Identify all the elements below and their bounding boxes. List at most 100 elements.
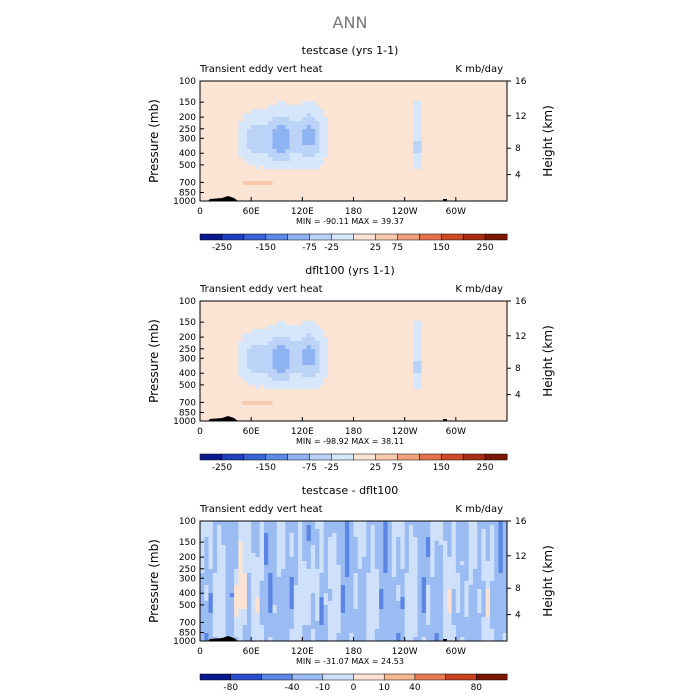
- heatmap-cell: [336, 357, 342, 362]
- heatmap-cell: [438, 317, 444, 322]
- heatmap-cell: [489, 389, 495, 394]
- heatmap-cell: [285, 309, 290, 314]
- heatmap-cell: [408, 525, 414, 530]
- heatmap-cell: [430, 337, 435, 342]
- heatmap-cell: [285, 317, 290, 322]
- heatmap-cell: [404, 85, 410, 90]
- heatmap-cell: [383, 413, 389, 418]
- heatmap-cell: [259, 401, 265, 406]
- heatmap-cell: [225, 173, 231, 178]
- heatmap-cell: [481, 129, 487, 134]
- heatmap-cell: [229, 325, 235, 330]
- heatmap-cell: [208, 521, 214, 526]
- heatmap-cell: [340, 85, 346, 90]
- heatmap-cell: [319, 129, 325, 134]
- heatmap-cell: [477, 81, 482, 86]
- heatmap-cell: [221, 381, 226, 386]
- heatmap-cell: [315, 165, 320, 170]
- heatmap-cell: [285, 121, 290, 126]
- heatmap-cell: [336, 129, 342, 134]
- heatmap-cell: [430, 301, 435, 306]
- heatmap-cell: [396, 333, 401, 338]
- heatmap-cell: [302, 373, 307, 378]
- heatmap-cell: [327, 333, 333, 338]
- heatmap-cell: [251, 81, 256, 86]
- heatmap-cell: [400, 385, 406, 390]
- heatmap-cell: [344, 345, 350, 350]
- heatmap-cell: [229, 121, 235, 126]
- heatmap-cell: [327, 405, 333, 410]
- heatmap-cell: [404, 305, 410, 310]
- heatmap-cell: [387, 133, 393, 138]
- heatmap-cell: [447, 325, 452, 330]
- heatmap-cell: [357, 377, 363, 382]
- heatmap-cell: [340, 525, 346, 530]
- heatmap-cell: [238, 417, 244, 422]
- heatmap-cell: [268, 105, 273, 110]
- heatmap-cell: [387, 141, 393, 146]
- heatmap-cell: [379, 353, 384, 358]
- heatmap-cell: [246, 169, 252, 174]
- heatmap-cell: [259, 377, 265, 382]
- heatmap-cell: [438, 377, 444, 382]
- heatmap-cell: [221, 357, 226, 362]
- heatmap-cell: [443, 321, 448, 326]
- heatmap-cell: [315, 93, 320, 98]
- heatmap-cell: [293, 149, 299, 154]
- heatmap-cell: [225, 161, 231, 166]
- heatmap-cell: [391, 545, 397, 550]
- heatmap-cell: [489, 533, 495, 538]
- heatmap-cell: [221, 325, 226, 330]
- heatmap-cell: [396, 353, 401, 358]
- heatmap-cell: [238, 109, 244, 114]
- heatmap-cell: [374, 341, 380, 346]
- heatmap-cell: [379, 93, 384, 98]
- heatmap-cell: [255, 81, 261, 86]
- heatmap-cell: [246, 393, 252, 398]
- heatmap-cell: [455, 397, 461, 402]
- heatmap-cell: [242, 385, 248, 390]
- heatmap-cell: [494, 413, 499, 418]
- heatmap-cell: [494, 125, 499, 130]
- heatmap-cell: [396, 377, 401, 382]
- heatmap-cell: [396, 541, 401, 546]
- heatmap-cell: [494, 145, 499, 150]
- heatmap-cell: [263, 357, 269, 362]
- heatmap-cell: [217, 369, 222, 374]
- heatmap-cell: [263, 109, 269, 114]
- heatmap-cell: [217, 317, 222, 322]
- heatmap-cell: [323, 301, 329, 306]
- heatmap-cell: [234, 81, 239, 86]
- heatmap-cell: [438, 181, 444, 186]
- heatmap-cell: [204, 317, 209, 322]
- heatmap-cell: [430, 105, 435, 110]
- heatmap-cell: [477, 145, 482, 150]
- heatmap-cell: [293, 329, 299, 334]
- heatmap-cell: [447, 521, 452, 526]
- heatmap-cell: [340, 157, 346, 162]
- heatmap-cell: [362, 173, 367, 178]
- heatmap-cell: [306, 181, 312, 186]
- heatmap-cell: [272, 405, 278, 410]
- heatmap-cell: [310, 325, 316, 330]
- heatmap-cell: [246, 149, 252, 154]
- heatmap-cell: [477, 545, 482, 550]
- heatmap-cell: [353, 345, 359, 350]
- heatmap-cell: [425, 89, 431, 94]
- heatmap-cell: [327, 541, 333, 546]
- heatmap-cell: [281, 181, 286, 186]
- heatmap-cell: [481, 377, 487, 382]
- heatmap-cell: [234, 377, 239, 382]
- heatmap-cell: [468, 417, 474, 422]
- heatmap-cell: [451, 129, 457, 134]
- min-max-stats: MIN = -90.11 MAX = 39.37: [296, 217, 404, 226]
- heatmap-cell: [259, 101, 265, 106]
- heatmap-cell: [310, 97, 316, 102]
- heatmap-cell: [302, 341, 307, 346]
- heatmap-cell: [200, 521, 205, 526]
- heatmap-cell: [379, 541, 384, 546]
- heatmap-cell: [400, 161, 406, 166]
- heatmap-cell: [306, 521, 312, 526]
- y-tick-label: 850: [179, 409, 196, 419]
- heatmap-cell: [383, 521, 389, 526]
